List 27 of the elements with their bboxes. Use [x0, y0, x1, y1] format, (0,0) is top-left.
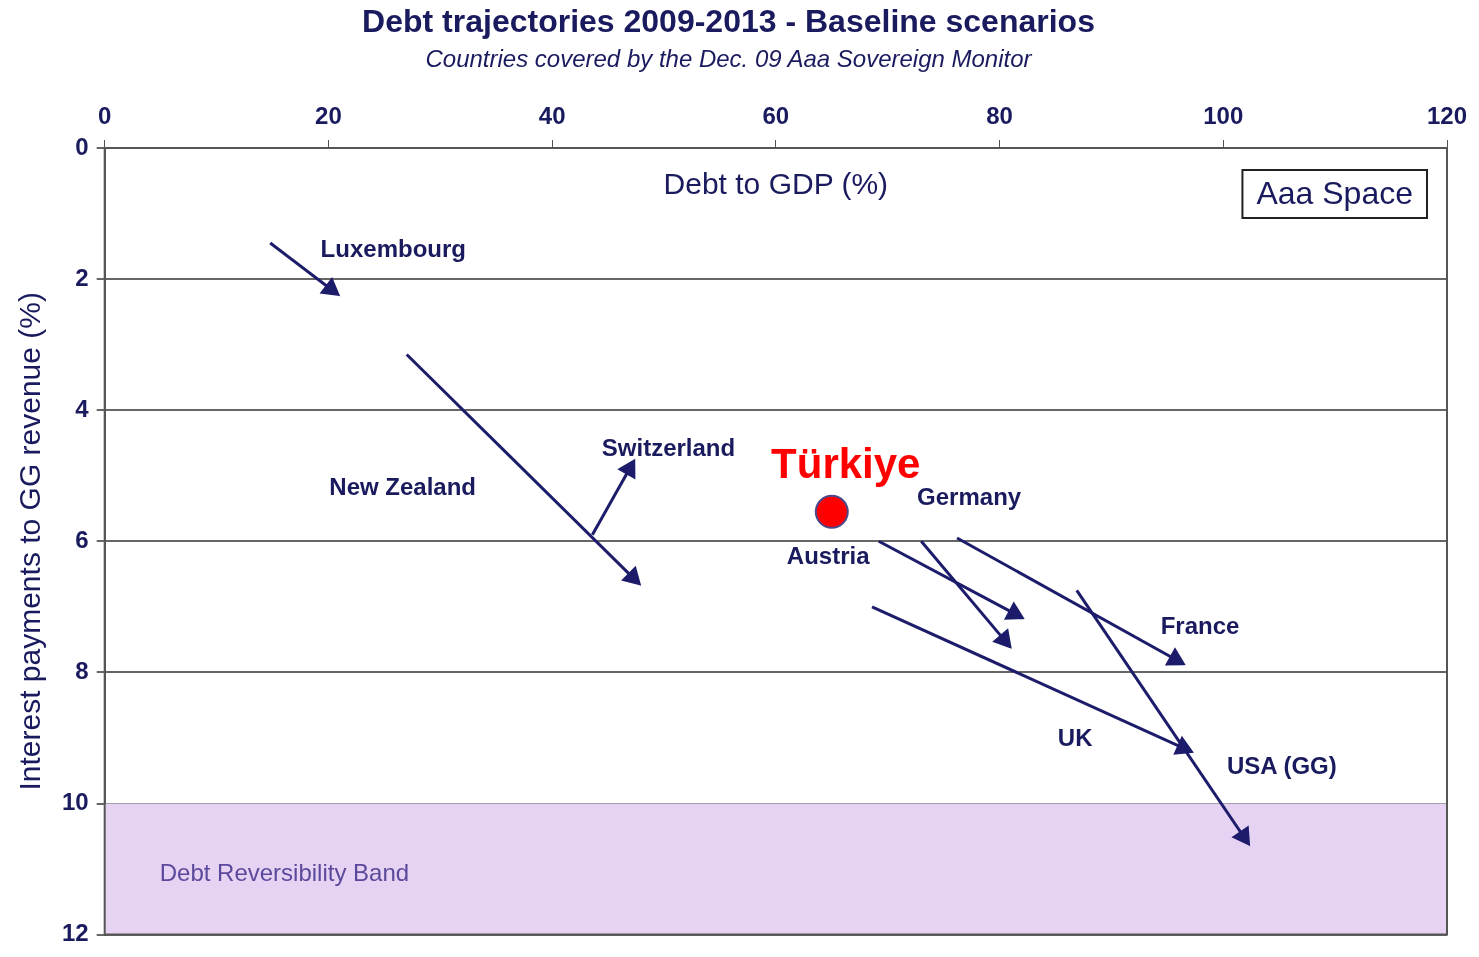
annotation: Austria [786, 541, 871, 569]
x-tick-label: 60 [762, 102, 790, 130]
annotation: UK [1057, 724, 1094, 752]
y-tick-label: 2 [75, 263, 89, 291]
annotation: Aaa Space [1256, 174, 1413, 211]
annotation: Switzerland [601, 433, 736, 461]
x-tick-label: 0 [98, 102, 112, 130]
annotation: France [1160, 611, 1240, 639]
x-tick-label: 80 [986, 102, 1013, 130]
y-tick-label: 10 [61, 788, 89, 816]
x-tick-label: 120 [1426, 102, 1468, 130]
band-label: Debt Reversibility Band [159, 858, 410, 886]
x-axis-title: Debt to GDP (%) [663, 167, 889, 201]
chart-subtitle: Countries covered by the Dec. 09 Aaa Sovereign Monitor [425, 45, 1033, 73]
x-tick-label: 40 [538, 102, 566, 130]
chart-title: Debt trajectories 2009-2013 - Baseline scenarios [362, 3, 1095, 40]
y-tick-label: 4 [75, 394, 90, 422]
annotation: Luxembourg [320, 234, 466, 262]
y-tick-label: 8 [75, 657, 89, 685]
annotation: New Zealand [329, 473, 477, 501]
x-tick-label: 100 [1203, 102, 1244, 130]
y-tick-label: 6 [75, 525, 89, 553]
y-tick-label: 12 [61, 919, 89, 947]
x-tick-label: 20 [315, 102, 342, 130]
y-tick-label: 0 [75, 132, 89, 160]
annotation: USA (GG) [1227, 752, 1337, 780]
y-axis-title: Interest payments to GG revenue (%) [13, 292, 47, 791]
